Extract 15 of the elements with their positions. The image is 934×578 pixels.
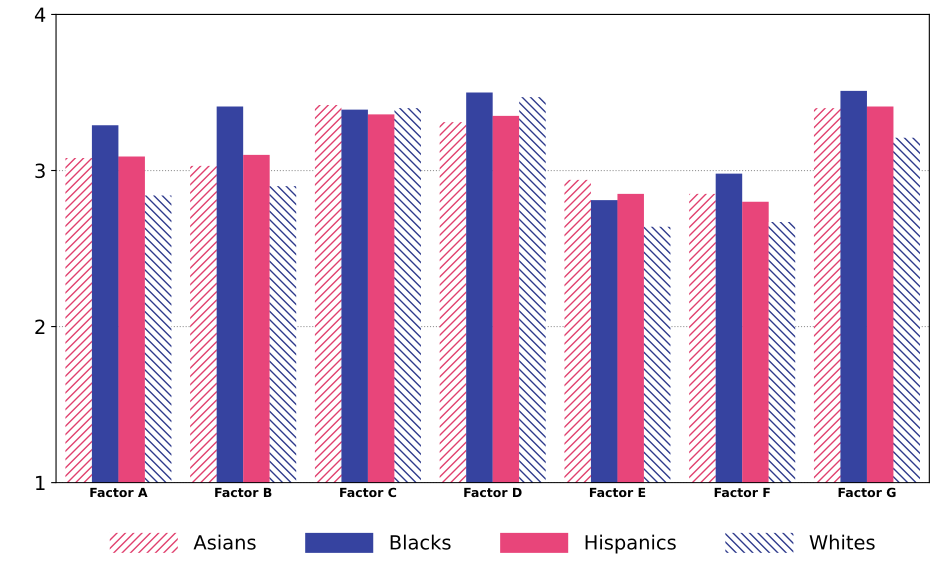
legend-label: Asians	[194, 534, 256, 550]
x-tick-label: Factor G	[838, 488, 896, 498]
x-tick-label: Factor F	[714, 488, 770, 498]
legend-label: Whites	[810, 534, 875, 550]
x-tick-label: Factor D	[464, 488, 522, 498]
y-tick-label: 4	[34, 8, 46, 22]
legend-label: Blacks	[390, 534, 451, 550]
y-tick-label: 1	[36, 476, 45, 490]
x-tick-label: Factor C	[340, 488, 396, 498]
y-tick-label: 3	[35, 163, 45, 178]
x-tick-label: Factor A	[90, 488, 148, 498]
x-tick-label: Factor E	[590, 488, 646, 498]
x-tick-label: Factor B	[215, 488, 272, 498]
legend-label: Hispanics	[586, 534, 676, 554]
y-tick-label: 2	[35, 320, 44, 334]
